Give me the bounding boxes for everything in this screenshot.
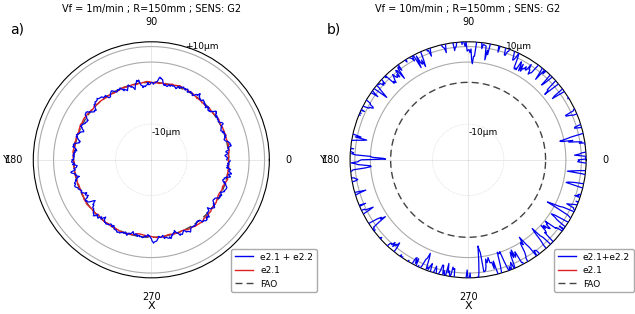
- Legend: e2.1+e2.2, e2.1, FAO: e2.1+e2.2, e2.1, FAO: [554, 249, 634, 292]
- Text: b): b): [326, 23, 341, 37]
- Title: Vf = 10m/min ; R=150mm ; SENS: G2: Vf = 10m/min ; R=150mm ; SENS: G2: [375, 4, 561, 14]
- Text: X: X: [464, 301, 472, 311]
- Text: Y: Y: [320, 155, 326, 165]
- Text: a): a): [10, 23, 23, 37]
- Text: Y: Y: [3, 155, 10, 165]
- Text: -10μm: -10μm: [151, 128, 180, 138]
- Text: X: X: [147, 301, 155, 311]
- Text: +10μm: +10μm: [185, 42, 219, 51]
- Text: -10μm: -10μm: [468, 128, 497, 138]
- Title: Vf = 1m/min ; R=150mm ; SENS: G2: Vf = 1m/min ; R=150mm ; SENS: G2: [62, 4, 241, 14]
- Text: 10μm: 10μm: [506, 42, 532, 51]
- Legend: e2.1 + e2.2, e2.1, FAO: e2.1 + e2.2, e2.1, FAO: [231, 249, 317, 292]
